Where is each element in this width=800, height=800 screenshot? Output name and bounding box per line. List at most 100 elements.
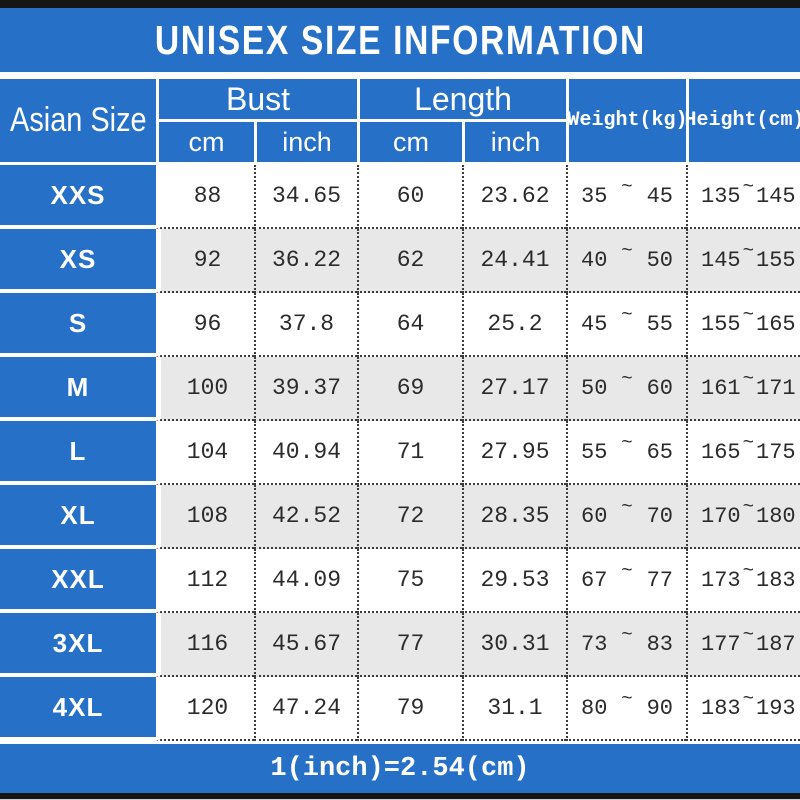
- weight-min: 60: [581, 503, 608, 529]
- header-bust: Bust: [156, 79, 357, 119]
- tilde-separator: ~: [621, 240, 633, 262]
- tilde-separator: ~: [621, 560, 633, 582]
- table-row-xs: XS 92 36.22 62 24.41 40 ~50 145 ~155: [0, 229, 800, 293]
- length-cm-cell: 75: [357, 549, 462, 613]
- footer-bar: 1(inch)=2.54(cm): [0, 744, 800, 793]
- weight-max: 60: [646, 375, 673, 401]
- table-row-xl: XL 108 42.52 72 28.35 60 ~70 170 ~180: [0, 485, 800, 549]
- weight-range-cell: 60 ~70: [566, 485, 686, 549]
- length-inch-cell: 25.2: [462, 293, 566, 357]
- bust-inch-cell: 45.67: [254, 613, 357, 677]
- bust-inch-cell: 36.22: [254, 229, 357, 293]
- height-min: 170: [701, 503, 741, 529]
- weight-min: 55: [581, 439, 608, 465]
- weight-min: 50: [581, 375, 608, 401]
- height-max: 155: [756, 247, 796, 273]
- tilde-separator: ~: [742, 688, 755, 710]
- height-min: 135: [701, 183, 741, 209]
- weight-min: 40: [581, 247, 608, 273]
- size-label: XL: [0, 485, 156, 549]
- bust-inch-cell: 34.65: [254, 165, 357, 229]
- size-label: XXL: [0, 549, 156, 613]
- weight-max: 55: [646, 311, 673, 337]
- weight-range-cell: 67 ~77: [566, 549, 686, 613]
- weight-range-cell: 73 ~83: [566, 613, 686, 677]
- tilde-separator: ~: [742, 496, 755, 518]
- height-range-cell: 145 ~155: [686, 229, 800, 293]
- length-inch-cell: 27.17: [462, 357, 566, 421]
- size-label: L: [0, 421, 156, 485]
- header-length-cm: cm: [357, 119, 462, 162]
- weight-min: 67: [581, 567, 608, 593]
- table-row-m: M 100 39.37 69 27.17 50 ~60 161 ~171: [0, 357, 800, 421]
- weight-range-cell: 80 ~90: [566, 677, 686, 741]
- weight-min: 80: [581, 695, 608, 721]
- table-row-xxl: XXL 112 44.09 75 29.53 67 ~77 173 ~183: [0, 549, 800, 613]
- bust-cm-cell: 120: [156, 677, 254, 741]
- weight-range-cell: 55 ~65: [566, 421, 686, 485]
- header-asian-size: Asian Size: [0, 79, 156, 162]
- bust-cm-cell: 88: [156, 165, 254, 229]
- length-inch-cell: 28.35: [462, 485, 566, 549]
- size-label: XS: [0, 229, 156, 293]
- table-row-s: S 96 37.8 64 25.2 45 ~55 155 ~165: [0, 293, 800, 357]
- size-label: 3XL: [0, 613, 156, 677]
- conversion-note: 1(inch)=2.54(cm): [270, 753, 530, 784]
- size-label: S: [0, 293, 156, 357]
- length-cm-cell: 69: [357, 357, 462, 421]
- height-min: 155: [701, 311, 741, 337]
- bust-inch-cell: 42.52: [254, 485, 357, 549]
- bust-cm-cell: 96: [156, 293, 254, 357]
- length-cm-cell: 77: [357, 613, 462, 677]
- table-row-l: L 104 40.94 71 27.95 55 ~65 165 ~175: [0, 421, 800, 485]
- bust-cm-cell: 116: [156, 613, 254, 677]
- weight-max: 70: [646, 503, 673, 529]
- weight-range-cell: 50 ~60: [566, 357, 686, 421]
- length-inch-cell: 27.95: [462, 421, 566, 485]
- table-row-3xl: 3XL 116 45.67 77 30.31 73 ~83 177 ~187: [0, 613, 800, 677]
- length-cm-cell: 71: [357, 421, 462, 485]
- length-cm-cell: 64: [357, 293, 462, 357]
- length-inch-cell: 31.1: [462, 677, 566, 741]
- title-bar: UNISEX SIZE INFORMATION: [0, 8, 800, 72]
- bust-inch-cell: 44.09: [254, 549, 357, 613]
- height-max: 187: [756, 631, 796, 657]
- table-row-xxs: XXS 88 34.65 60 23.62 35 ~45 135 ~145: [0, 165, 800, 229]
- height-range-cell: 155 ~165: [686, 293, 800, 357]
- tilde-separator: ~: [621, 496, 633, 518]
- bust-inch-cell: 39.37: [254, 357, 357, 421]
- length-inch-cell: 30.31: [462, 613, 566, 677]
- size-label: XXS: [0, 165, 156, 229]
- length-inch-cell: 29.53: [462, 549, 566, 613]
- tilde-separator: ~: [621, 304, 633, 326]
- bust-cm-cell: 100: [156, 357, 254, 421]
- length-cm-cell: 79: [357, 677, 462, 741]
- weight-min: 45: [581, 311, 608, 337]
- height-min: 145: [701, 247, 741, 273]
- size-label: M: [0, 357, 156, 421]
- height-range-cell: 177 ~187: [686, 613, 800, 677]
- weight-range-cell: 35 ~45: [566, 165, 686, 229]
- header-length-inch: inch: [462, 119, 566, 162]
- height-range-cell: 173 ~183: [686, 549, 800, 613]
- length-inch-cell: 24.41: [462, 229, 566, 293]
- height-min: 177: [701, 631, 741, 657]
- height-range-cell: 135 ~145: [686, 165, 800, 229]
- tilde-separator: ~: [742, 624, 755, 646]
- length-cm-cell: 72: [357, 485, 462, 549]
- weight-min: 73: [581, 631, 608, 657]
- height-range-cell: 183 ~193: [686, 677, 800, 741]
- height-min: 173: [701, 567, 741, 593]
- bust-cm-cell: 112: [156, 549, 254, 613]
- table-header: Asian Size Bust Length Weight(kg) Height…: [0, 79, 800, 162]
- weight-max: 50: [646, 247, 673, 273]
- bust-inch-cell: 40.94: [254, 421, 357, 485]
- table-row-4xl: 4XL 120 47.24 79 31.1 80 ~90 183 ~193: [0, 677, 800, 741]
- tilde-separator: ~: [742, 560, 755, 582]
- tilde-separator: ~: [621, 176, 633, 198]
- length-cm-cell: 60: [357, 165, 462, 229]
- height-max: 180: [756, 503, 796, 529]
- header-bust-inch: inch: [254, 119, 357, 162]
- weight-range-cell: 40 ~50: [566, 229, 686, 293]
- bust-cm-cell: 108: [156, 485, 254, 549]
